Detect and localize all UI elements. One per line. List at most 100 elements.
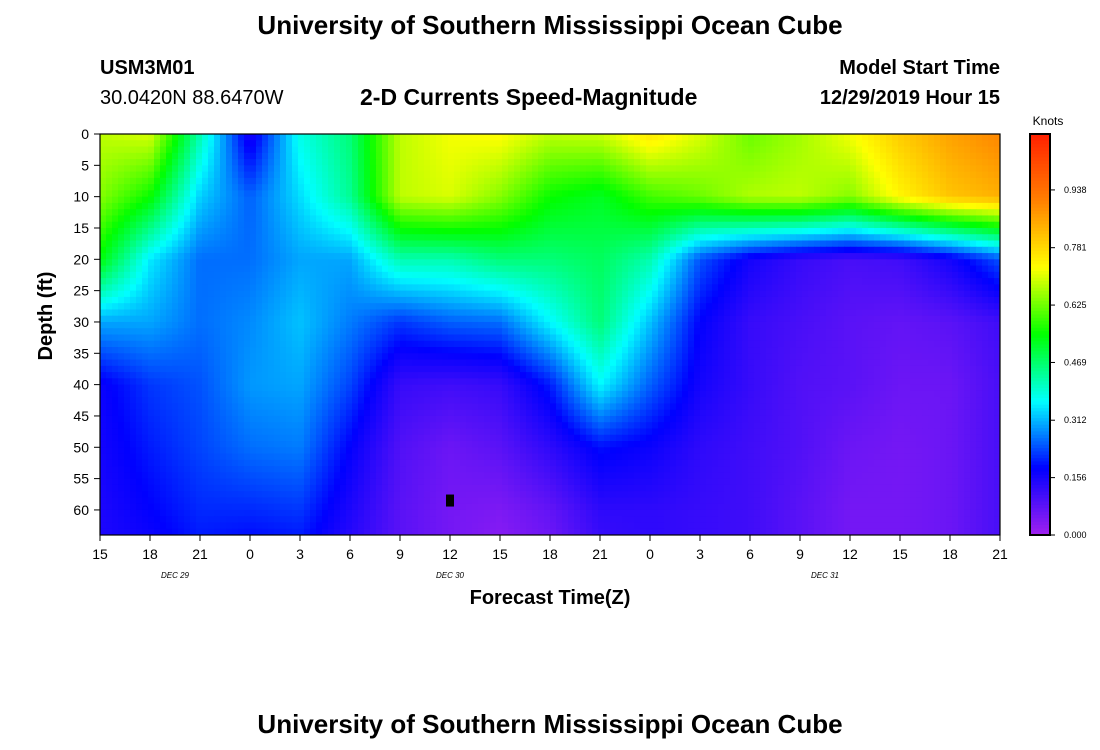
heatmap-cell (916, 171, 923, 179)
heatmap-cell (196, 159, 203, 166)
heatmap-cell (436, 278, 443, 285)
heatmap-cell (796, 290, 803, 298)
heatmap-cell (622, 227, 629, 235)
heatmap-cell (664, 265, 671, 273)
heatmap-cell (616, 171, 623, 179)
heatmap-cell (208, 171, 215, 179)
heatmap-cell (862, 278, 869, 285)
heatmap-cell (352, 190, 359, 198)
heatmap-cell (412, 296, 419, 304)
heatmap-cell (502, 321, 509, 329)
heatmap-cell (796, 227, 803, 235)
heatmap-cell (490, 202, 497, 210)
heatmap-cell (316, 265, 323, 273)
heatmap-cell (934, 303, 941, 311)
heatmap-cell (706, 328, 713, 336)
heatmap-cell (736, 271, 743, 279)
heatmap-cell (424, 259, 431, 267)
heatmap-cell (622, 165, 629, 173)
heatmap-cell (898, 315, 905, 323)
heatmap-cell (592, 171, 599, 179)
heatmap-cell (124, 290, 131, 298)
heatmap-cell (502, 215, 509, 223)
heatmap-cell (280, 190, 287, 198)
heatmap-cell (154, 134, 161, 141)
heatmap-cell (454, 221, 461, 229)
heatmap-cell (208, 315, 215, 323)
heatmap-cell (280, 134, 287, 141)
heatmap-cell (448, 202, 455, 210)
heatmap-cell (994, 202, 1000, 210)
heatmap-cell (538, 190, 545, 198)
heatmap-cell (652, 215, 659, 223)
heatmap-cell (448, 240, 455, 248)
heatmap-cell (694, 303, 701, 311)
heatmap-cell (616, 309, 623, 317)
heatmap-cell (736, 171, 743, 179)
heatmap-cell (562, 259, 569, 267)
heatmap-cell (322, 296, 329, 304)
heatmap-cell (718, 303, 725, 311)
heatmap-cell (148, 240, 155, 248)
heatmap-cell (514, 328, 521, 336)
heatmap-cell (406, 271, 413, 279)
heatmap-cell (640, 177, 647, 185)
heatmap-cell (604, 234, 611, 242)
heatmap-cell (508, 253, 515, 260)
heatmap-cell (154, 177, 161, 185)
heatmap-cell (892, 140, 899, 148)
heatmap-cell (904, 334, 911, 342)
heatmap-cell (592, 209, 599, 217)
heatmap-cell (964, 296, 971, 304)
heatmap-cell (214, 134, 221, 141)
heatmap-cell (232, 234, 239, 242)
heatmap-cell (154, 296, 161, 304)
heatmap-cell (100, 328, 107, 336)
heatmap-cell (400, 152, 407, 160)
heatmap-cell (490, 152, 497, 160)
heatmap-cell (700, 146, 707, 154)
heatmap-cell (232, 265, 239, 273)
heatmap-cell (670, 171, 677, 179)
heatmap-cell (160, 159, 167, 166)
heatmap-cell (964, 321, 971, 329)
heatmap-cell (376, 290, 383, 298)
heatmap-cell (832, 184, 839, 191)
heatmap-cell (652, 165, 659, 173)
heatmap-cell (244, 221, 251, 229)
heatmap-cell (244, 209, 251, 217)
heatmap-cell (748, 303, 755, 311)
heatmap-cell (826, 146, 833, 154)
heatmap-cell (562, 196, 569, 204)
heatmap-cell (118, 240, 125, 248)
heatmap-cell (244, 253, 251, 260)
heatmap-cell (148, 221, 155, 229)
heatmap-cell (226, 290, 233, 298)
heatmap-cell (754, 234, 761, 242)
heatmap-cell (460, 221, 467, 229)
heatmap-cell (790, 184, 797, 191)
heatmap-cell (658, 215, 665, 223)
heatmap-cell (916, 152, 923, 160)
heatmap-cell (784, 146, 791, 154)
heatmap-cell (538, 140, 545, 148)
heatmap-cell (172, 340, 179, 348)
heatmap-cell (562, 190, 569, 198)
heatmap-cell (316, 278, 323, 285)
heatmap-cell (160, 140, 167, 148)
heatmap-cell (970, 177, 977, 185)
heatmap-cell (826, 227, 833, 235)
heatmap-cell (604, 284, 611, 292)
heatmap-cell (838, 215, 845, 223)
heatmap-cell (994, 221, 1000, 229)
heatmap-cell (958, 234, 965, 242)
heatmap-cell (352, 259, 359, 267)
heatmap-cell (658, 296, 665, 304)
heatmap-cell (262, 278, 269, 285)
heatmap-cell (364, 334, 371, 342)
heatmap-cell (676, 134, 683, 141)
heatmap-cell (322, 209, 329, 217)
heatmap-cell (652, 278, 659, 285)
heatmap-cell (172, 284, 179, 292)
heatmap-cell (466, 221, 473, 229)
